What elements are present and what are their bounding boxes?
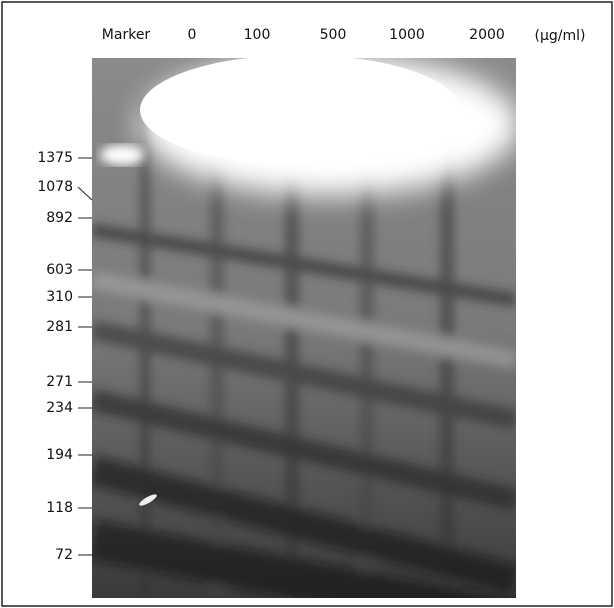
marker-label: 271 (46, 374, 73, 390)
lane-label: 0 (188, 27, 197, 43)
marker-label: 72 (55, 547, 73, 563)
marker-tick (77, 186, 93, 201)
lane-label: 1000 (389, 27, 425, 43)
lane-label: 2000 (469, 27, 505, 43)
marker-label: 281 (46, 319, 73, 335)
lane-label: Marker (102, 27, 151, 43)
marker-label: 1078 (37, 179, 73, 195)
unit-label: (μg/ml) (535, 28, 586, 44)
marker-label: 194 (46, 447, 73, 463)
marker-label: 603 (46, 262, 73, 278)
marker-label: 310 (46, 289, 73, 305)
lane-label: 500 (320, 27, 347, 43)
marker-label: 1375 (37, 150, 73, 166)
marker-label: 234 (46, 400, 73, 416)
gel-image (92, 58, 516, 598)
lane-label: 100 (244, 27, 271, 43)
marker-label: 118 (46, 500, 73, 516)
marker-label: 892 (46, 210, 73, 226)
